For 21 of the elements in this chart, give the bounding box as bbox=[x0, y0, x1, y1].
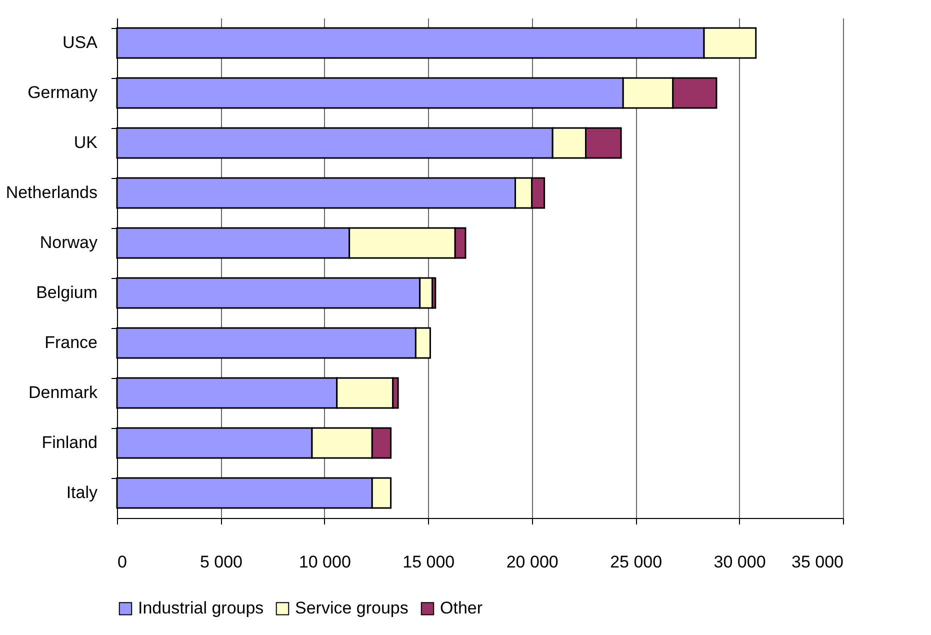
y-tick-label: France bbox=[44, 333, 98, 352]
x-tick-label: 35 000 bbox=[792, 552, 844, 572]
x-tick-label: 0 bbox=[118, 552, 127, 572]
x-tick-label: 20 000 bbox=[506, 552, 558, 572]
y-tick-label: Norway bbox=[40, 233, 98, 252]
y-tick-label: Denmark bbox=[28, 383, 98, 402]
x-tick-label: 5 000 bbox=[200, 552, 242, 572]
y-tick-label: Belgium bbox=[36, 283, 98, 302]
x-tick-label: 25 000 bbox=[610, 552, 662, 572]
x-tick-label: 10 000 bbox=[298, 552, 351, 572]
x-tick-label: 30 000 bbox=[714, 552, 766, 572]
y-tick-label: Germany bbox=[28, 83, 98, 102]
y-tick-label: Netherlands bbox=[6, 183, 98, 202]
y-tick-label: Italy bbox=[66, 483, 98, 502]
legend-label: Service groups bbox=[295, 598, 408, 618]
legend-label: Other bbox=[440, 598, 483, 618]
y-tick-label: UK bbox=[74, 133, 98, 152]
x-tick-label: 15 000 bbox=[402, 552, 455, 572]
y-tick-label: Finland bbox=[42, 433, 98, 452]
legend-label: Industrial groups bbox=[138, 598, 264, 618]
y-tick-label: USA bbox=[62, 33, 98, 52]
